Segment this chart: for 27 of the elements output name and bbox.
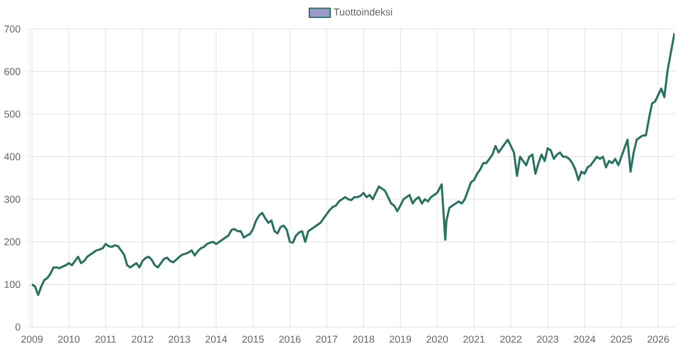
- x-tick-label: 2014: [206, 336, 228, 343]
- x-tick-label: 2026: [648, 336, 669, 343]
- x-tick-label: 2015: [242, 336, 264, 343]
- x-tick-label: 2024: [574, 336, 596, 343]
- y-tick-label: 0: [15, 323, 20, 331]
- y-tick-label: 500: [4, 110, 20, 118]
- y-tick-label: 700: [4, 25, 20, 33]
- x-tick-label: 2021: [463, 336, 485, 343]
- x-tick-label: 2009: [21, 336, 43, 343]
- x-tick-label: 2023: [537, 336, 558, 343]
- x-tick-label: 2017: [316, 336, 338, 343]
- x-tick-label: 2011: [95, 336, 116, 343]
- x-tick-label: 2018: [352, 336, 374, 343]
- y-tick-label: 100: [4, 280, 20, 288]
- x-tick-label: 2022: [500, 336, 522, 343]
- y-tick-label: 400: [4, 153, 20, 160]
- y-tick-label: 200: [4, 238, 20, 246]
- x-tick-label: 2019: [390, 336, 411, 343]
- x-tick-label: 2016: [279, 336, 301, 343]
- x-tick-label: 2012: [132, 336, 154, 343]
- y-tick-label: 300: [4, 196, 20, 203]
- x-tick-label: 2020: [426, 336, 448, 343]
- y-tick-label: 600: [4, 68, 20, 76]
- legend-label: Tuottoindeksi: [334, 8, 392, 16]
- x-tick-label: 2013: [168, 336, 190, 343]
- x-tick-label: 2010: [58, 336, 80, 343]
- x-tick-label: 2025: [610, 336, 632, 343]
